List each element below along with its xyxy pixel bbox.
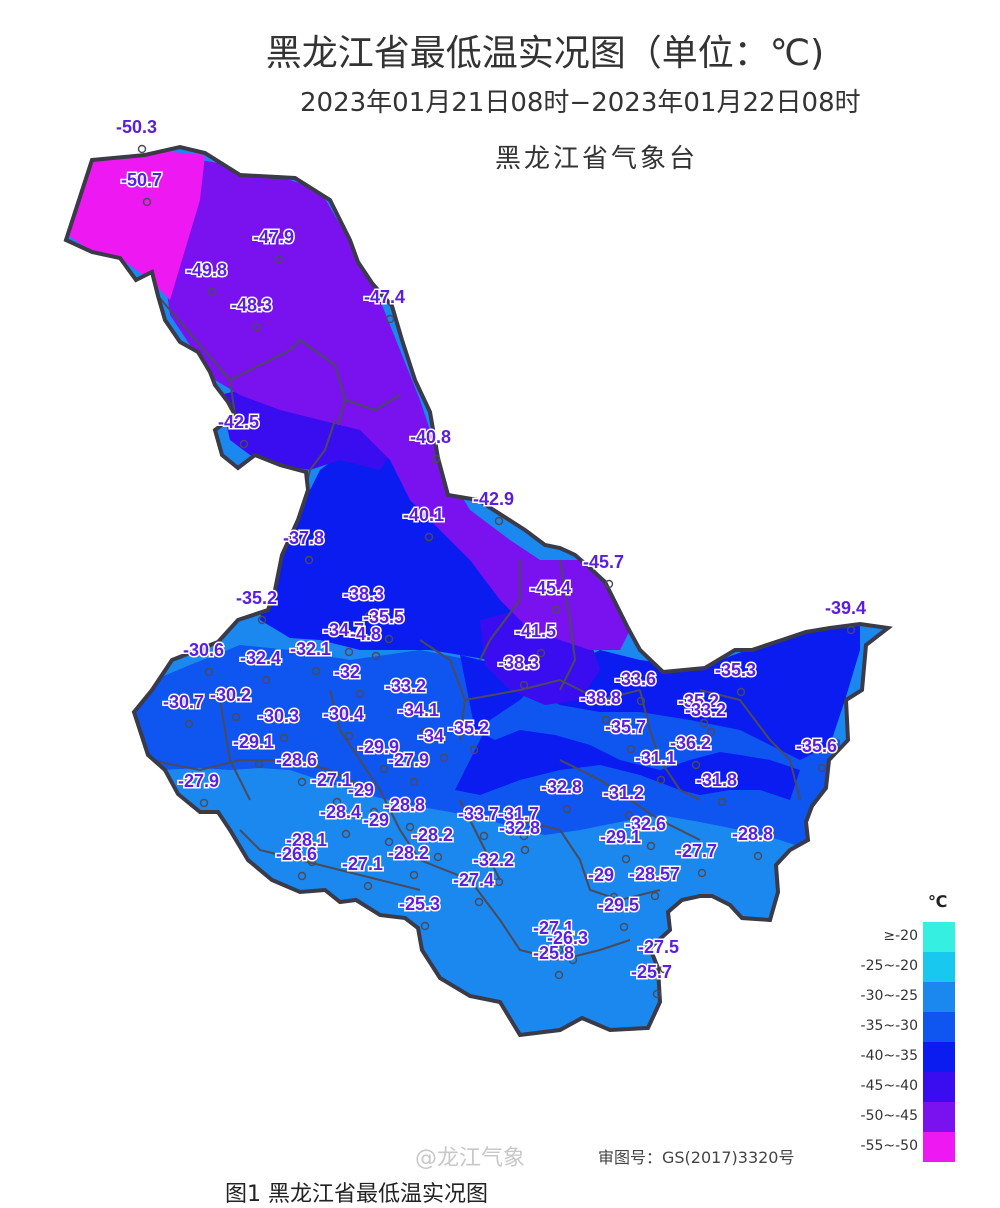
station-temperature: -29 — [363, 810, 389, 830]
station-temperature: -28.2 — [412, 825, 453, 845]
station-temperature: -27.4 — [453, 870, 494, 890]
station-temperature: -25.3 — [399, 894, 440, 914]
legend-label: -30~-25 — [861, 988, 918, 1004]
station-temperature: -30.7 — [163, 692, 204, 712]
station-temperature: -32.8 — [541, 777, 582, 797]
station-temperature: -29.1 — [233, 732, 274, 752]
legend-swatch — [923, 1042, 955, 1072]
station-temperature: -30.3 — [258, 706, 299, 726]
station-temperature: -28.6 — [276, 750, 317, 770]
legend-label: -25~-20 — [861, 958, 918, 974]
station-temperature: -50.7 — [121, 170, 162, 190]
legend-swatch — [923, 1132, 955, 1162]
station-temperature: -36.2 — [670, 733, 711, 753]
station-temperature: -45.7 — [583, 552, 624, 572]
legend-label: -45~-40 — [861, 1078, 918, 1094]
station-temperature: -28.2 — [388, 843, 429, 863]
station-temperature: -33.2 — [685, 700, 726, 720]
review-number: 审图号：GS(2017)3320号 — [598, 1144, 794, 1168]
station-temperature: -34 — [418, 726, 444, 746]
legend-item: -40~-35 — [840, 1042, 958, 1072]
station-temperature: -25.7 — [631, 962, 672, 982]
watermark: @龙江气象 — [415, 1140, 525, 1172]
station-temperature: -28.57 — [629, 864, 680, 884]
station-temperature: -33.6 — [615, 669, 656, 689]
legend-swatch — [923, 1102, 955, 1132]
station-temperature: -32 — [334, 662, 360, 682]
station-temperature: -30.2 — [210, 685, 251, 705]
station-temperature: -39.4 — [825, 598, 866, 618]
station-temperature: -27.1 — [342, 854, 383, 874]
station-temperature: -26.6 — [276, 844, 317, 864]
station-temperature: -27.5 — [638, 937, 679, 957]
station-temperature: -32.1 — [290, 639, 331, 659]
station-temperature: -50.3 — [116, 117, 157, 137]
station-temperature: -30.4 — [323, 704, 364, 724]
station-temperature: -40.8 — [410, 427, 451, 447]
station-temperature: -27.9 — [178, 771, 219, 791]
station-temperature: -27.9 — [388, 750, 429, 770]
station-temperature: -27.1 — [311, 770, 352, 790]
station-temperature: -28.8 — [384, 795, 425, 815]
station-temperature: -30.6 — [183, 640, 224, 660]
legend-item: ≥-20 — [840, 922, 958, 952]
station-temperature: -31.8 — [696, 770, 737, 790]
station-temperature: -27.7 — [676, 841, 717, 861]
legend-unit: ℃ — [928, 892, 947, 911]
legend-item: -45~-40 — [840, 1072, 958, 1102]
legend-label: ≥-20 — [883, 928, 918, 944]
station-temperature: -29 — [348, 780, 374, 800]
legend-label: -40~-35 — [861, 1048, 918, 1064]
station-temperature: -45.4 — [530, 578, 571, 598]
legend-swatch — [923, 1072, 955, 1102]
station-temperature: -40.1 — [403, 505, 444, 525]
legend-label: -50~-45 — [861, 1108, 918, 1124]
legend-item: -55~-50 — [840, 1132, 958, 1162]
station-temperature: -42.5 — [218, 412, 259, 432]
legend-item: -30~-25 — [840, 982, 958, 1012]
station-marker — [139, 146, 146, 153]
legend-swatch — [923, 1012, 955, 1042]
station-temperature: -47.9 — [253, 227, 294, 247]
station-temperature: -35.3 — [715, 660, 756, 680]
station-temperature: -31.2 — [603, 783, 644, 803]
station-temperature: -47.4 — [364, 287, 405, 307]
station-temperature: -32.4 — [240, 648, 281, 668]
station-temperature: -35.7 — [605, 717, 646, 737]
station-temperature: -38.3 — [343, 584, 384, 604]
station-temperature: -35.6 — [796, 736, 837, 756]
station-temperature: -31.1 — [635, 748, 676, 768]
station-temperature: -28.4 — [320, 802, 361, 822]
station-temperature: -34.1 — [398, 700, 439, 720]
station-temperature: -38.8 — [580, 688, 621, 708]
legend-item: -50~-45 — [840, 1102, 958, 1132]
station-temperature: -38.3 — [498, 653, 539, 673]
legend-label: -55~-50 — [861, 1138, 918, 1154]
station-temperature: -29.1 — [600, 827, 641, 847]
station-temperature: -33.7 — [458, 804, 499, 824]
station-temperature: -25.8 — [533, 943, 574, 963]
station-temperature: -4.8 — [350, 624, 381, 644]
legend-label: -35~-30 — [861, 1018, 918, 1034]
figure-caption: 图1 黑龙江省最低温实况图 — [225, 1176, 488, 1208]
legend-item: -35~-30 — [840, 1012, 958, 1042]
legend-item: -25~-20 — [840, 952, 958, 982]
station-temperature: -29.5 — [598, 895, 639, 915]
legend-swatch — [923, 952, 955, 982]
station-temperature: -28.8 — [732, 824, 773, 844]
legend-swatch — [923, 922, 955, 952]
station-temperature: -42.9 — [473, 489, 514, 509]
station-temperature: -29 — [588, 865, 614, 885]
station-temperature: -33.2 — [385, 676, 426, 696]
station-temperature: -48.3 — [231, 295, 272, 315]
legend-swatch — [923, 982, 955, 1012]
station-temperature: -49.8 — [186, 260, 227, 280]
station-temperature: -32.2 — [473, 850, 514, 870]
station-temperature: -35.2 — [236, 588, 277, 608]
station-temperature: -41.5 — [515, 621, 556, 641]
station-temperature: -32.8 — [499, 818, 540, 838]
station-temperature: -35.2 — [448, 718, 489, 738]
station-temperature: -37.8 — [283, 528, 324, 548]
